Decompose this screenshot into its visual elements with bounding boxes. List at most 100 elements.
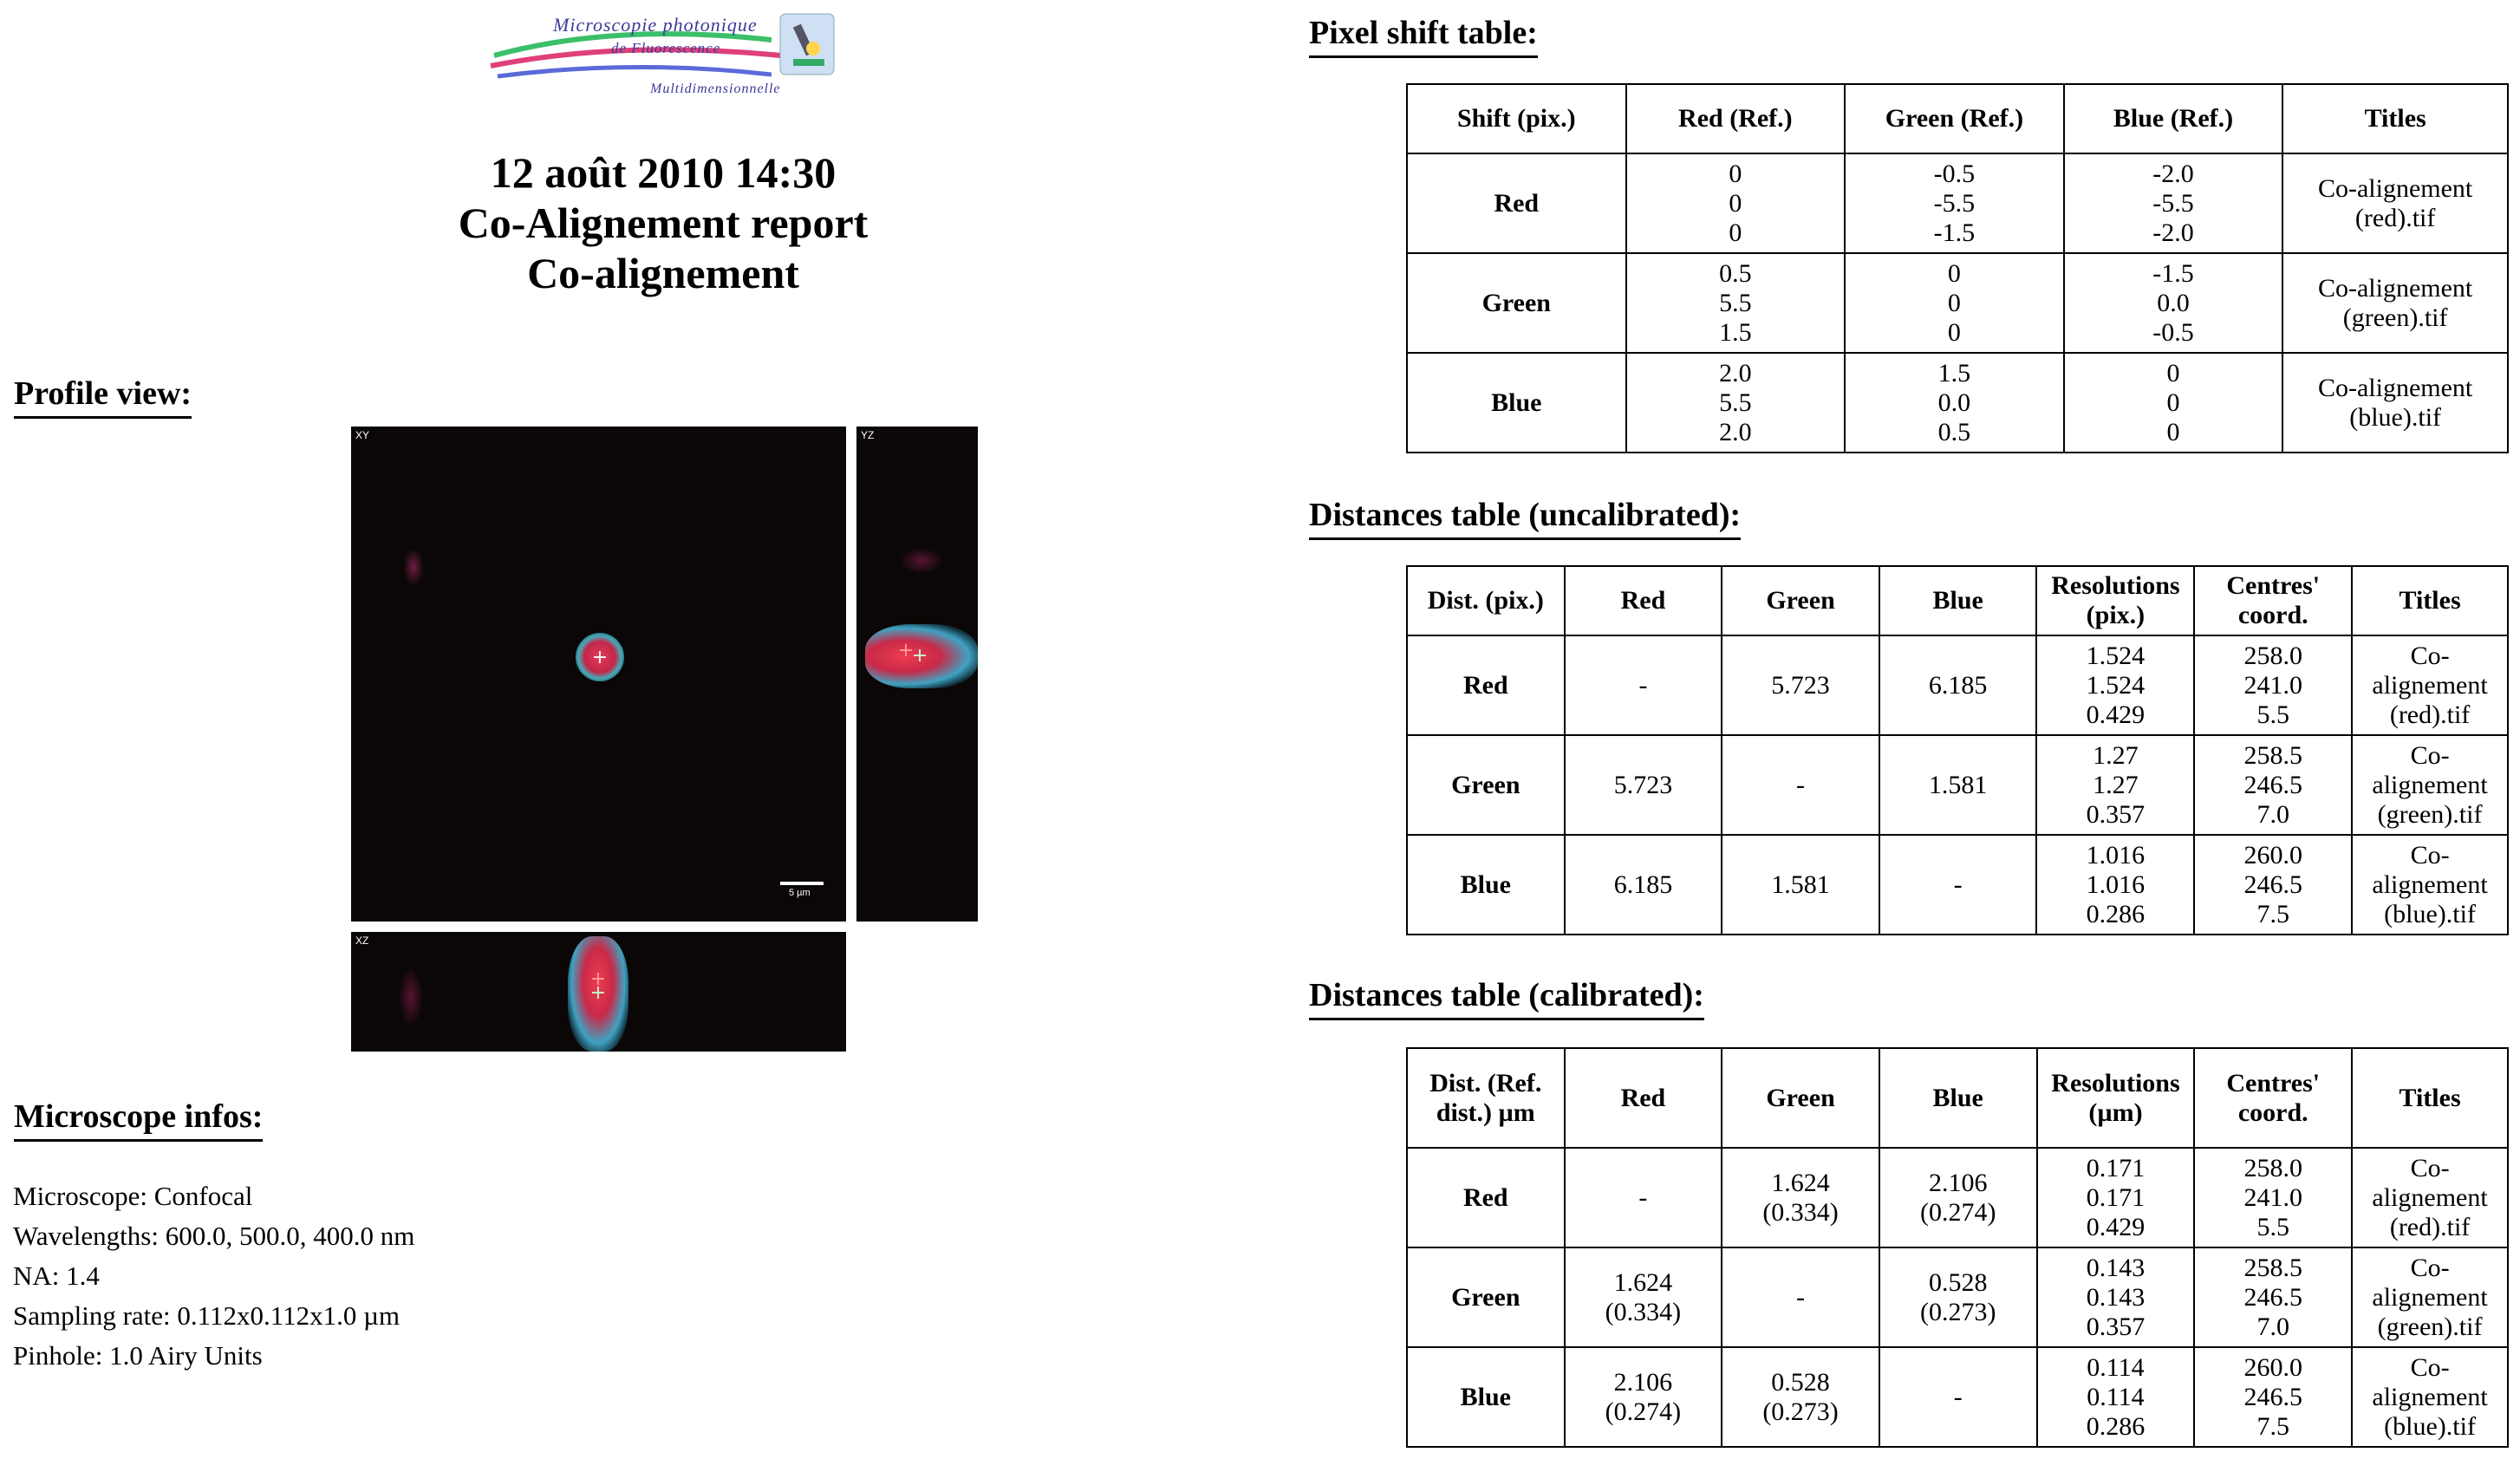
table-row-blue: Blue 6.185 1.581-1.016 1.016 0.286 260.0 246.5… (1406, 834, 2509, 935)
table-cell: 0.171 0.171 0.429 (2035, 1147, 2196, 1248)
cell-line: (0.274) (1919, 1197, 1996, 1227)
cell-line: 1.016 (2086, 870, 2146, 899)
table-row-red: Red 0 0 0 -0.5 -5.5 -1.5 -2.0 -5.5 -2.0 Co-alignem… (1406, 153, 2509, 254)
table-cell: 260.0 246.5 7.5 (2193, 1346, 2354, 1448)
cell-line: 0.286 (2086, 1411, 2146, 1441)
row-label: Red (1406, 1147, 1566, 1248)
cell-line: - (1953, 870, 1963, 899)
logo-graphic (490, 13, 835, 79)
row-label: Green (1406, 734, 1566, 836)
header-centres-coord: Centres' coord. (2193, 1047, 2354, 1149)
table-cell: 0.143 0.143 0.357 (2035, 1247, 2196, 1348)
cell-line: 1.624 (1771, 1168, 1830, 1197)
cell-line: (green).tif (2342, 303, 2448, 332)
scale-bar-label: 5 µm (789, 888, 811, 898)
table-cell: 258.5 246.5 7.0 (2193, 734, 2354, 836)
dist-cal-header-row: Dist. (Ref. dist.) µm Red Green Blue Res… (1406, 1047, 2509, 1149)
table-cell: Co-alignement (green).tif (2351, 1247, 2509, 1348)
row-label: Blue (1406, 834, 1566, 935)
cell-line: -1.5 (1933, 218, 1976, 247)
cell-line: -5.5 (2152, 188, 2194, 218)
report-title: Co-Alignement report (458, 199, 869, 247)
table-row-green: Green 0.5 5.5 1.5 0 0 0 -1.5 0.0 -0.5 Co-alignemen… (1406, 252, 2509, 354)
xy-label: XY (355, 429, 370, 441)
cell-line: 2.106 (1928, 1168, 1988, 1197)
dist-uncal-title: Distances table (uncalibrated): (1309, 496, 1742, 540)
cell-line: -2.0 (2152, 218, 2194, 247)
cell-line: 0.0 (1937, 388, 1971, 417)
table-cell: 1.624 (0.334) (1563, 1247, 1723, 1348)
xz-bead (568, 936, 628, 1052)
table-cell: 0.528 (0.273) (1721, 1346, 1880, 1448)
table-cell: Co-alignement (red).tif (2282, 153, 2509, 254)
cell-line: (green).tif (2377, 1312, 2483, 1341)
row-label: Blue (1406, 1346, 1566, 1448)
yz-label: YZ (861, 429, 875, 441)
header-titles: Titles (2351, 565, 2509, 636)
ghost-spot (403, 548, 424, 586)
info-na: NA: 1.4 (13, 1260, 100, 1291)
table-cell: Co-alignement (green).tif (2351, 734, 2509, 836)
table-cell: 258.0 241.0 5.5 (2193, 1147, 2354, 1248)
cell-line: 1.524 (2086, 641, 2146, 670)
info-microscope: Microscope: Confocal (13, 1181, 253, 1211)
header-blue: Blue (1878, 565, 2038, 636)
cell-line: 0.528 (1771, 1367, 1830, 1397)
row-label: Red (1406, 153, 1627, 254)
table-cell: Co-alignement (blue).tif (2351, 834, 2509, 935)
yz-ghost (900, 548, 943, 574)
table-row-blue: Blue 2.106 (0.274) 0.528 (0.273) -0.114 0.114 0… (1406, 1346, 2509, 1448)
cell-line: alignement (2372, 1182, 2488, 1212)
cell-line: 1.581 (1771, 870, 1830, 899)
report-date: 12 août 2010 14:30 (490, 148, 837, 197)
cell-line: -0.5 (1933, 159, 1976, 188)
cell-line: (red).tif (2389, 700, 2471, 729)
table-cell: 1.016 1.016 0.286 (2035, 834, 2196, 935)
report-subtitle: Co-alignement (527, 249, 799, 297)
xy-view: XY + 5 µm (351, 427, 846, 922)
logo-line-1: Microscopie photonique (553, 14, 758, 36)
cell-line: alignement (2372, 1282, 2488, 1312)
table-cell: 2.106 (0.274) (1563, 1346, 1723, 1448)
cell-line: (blue).tif (2384, 899, 2476, 928)
table-cell: 6.185 (1878, 635, 2038, 736)
cell-line: (blue).tif (2349, 402, 2442, 432)
table-cell: 1.581 (1721, 834, 1880, 935)
cell-line: 7.0 (2256, 799, 2290, 829)
cell-line: Co-alignement (2317, 373, 2473, 402)
table-cell: Co-alignement (blue).tif (2282, 352, 2509, 453)
cell-line: 0 (1729, 188, 1742, 218)
cell-line: 0.0 (2157, 288, 2190, 317)
cell-line: (0.273) (1919, 1297, 1996, 1326)
cell-line: 7.5 (2256, 1411, 2290, 1441)
table-row-green: Green 1.624 (0.334) -0.528 (0.273) 0.143 0.143… (1406, 1247, 2509, 1348)
xz-ghost (399, 967, 423, 1027)
xz-label: XZ (355, 935, 369, 947)
cell-line: - (1796, 770, 1806, 799)
header-titles: Titles (2351, 1047, 2509, 1149)
cell-line: alignement (2372, 770, 2488, 799)
cell-line: (0.274) (1605, 1397, 1682, 1426)
cell-line: 0 (2166, 388, 2180, 417)
xz-red-cross-icon: + (589, 968, 607, 990)
cell-line: alignement (2372, 1382, 2488, 1411)
table-cell: - (1878, 834, 2038, 935)
cell-line: 1.016 (2086, 840, 2146, 870)
cell-line: 260.0 (2243, 1352, 2303, 1382)
cell-line: 0.143 (2086, 1282, 2146, 1312)
cell-line: Co- (2410, 840, 2450, 870)
table-cell: 260.0 246.5 7.5 (2193, 834, 2354, 935)
cell-line: 7.0 (2256, 1312, 2290, 1341)
cell-line: Co- (2410, 641, 2450, 670)
header-resolutions-pix: Resolutions (pix.) (2035, 565, 2196, 636)
table-cell: Co-alignement (green).tif (2282, 252, 2509, 354)
dist-cal-title: Distances table (calibrated): (1309, 976, 1704, 1020)
table-cell: 2.0 5.5 2.0 (1625, 352, 1846, 453)
cell-line: 241.0 (2243, 1182, 2303, 1212)
table-cell: 0.114 0.114 0.286 (2035, 1346, 2196, 1448)
cell-line: (red).tif (2389, 1212, 2471, 1241)
logo-line-3: Multidimensionnelle (650, 81, 781, 96)
cell-line: 0.528 (1928, 1267, 1988, 1297)
